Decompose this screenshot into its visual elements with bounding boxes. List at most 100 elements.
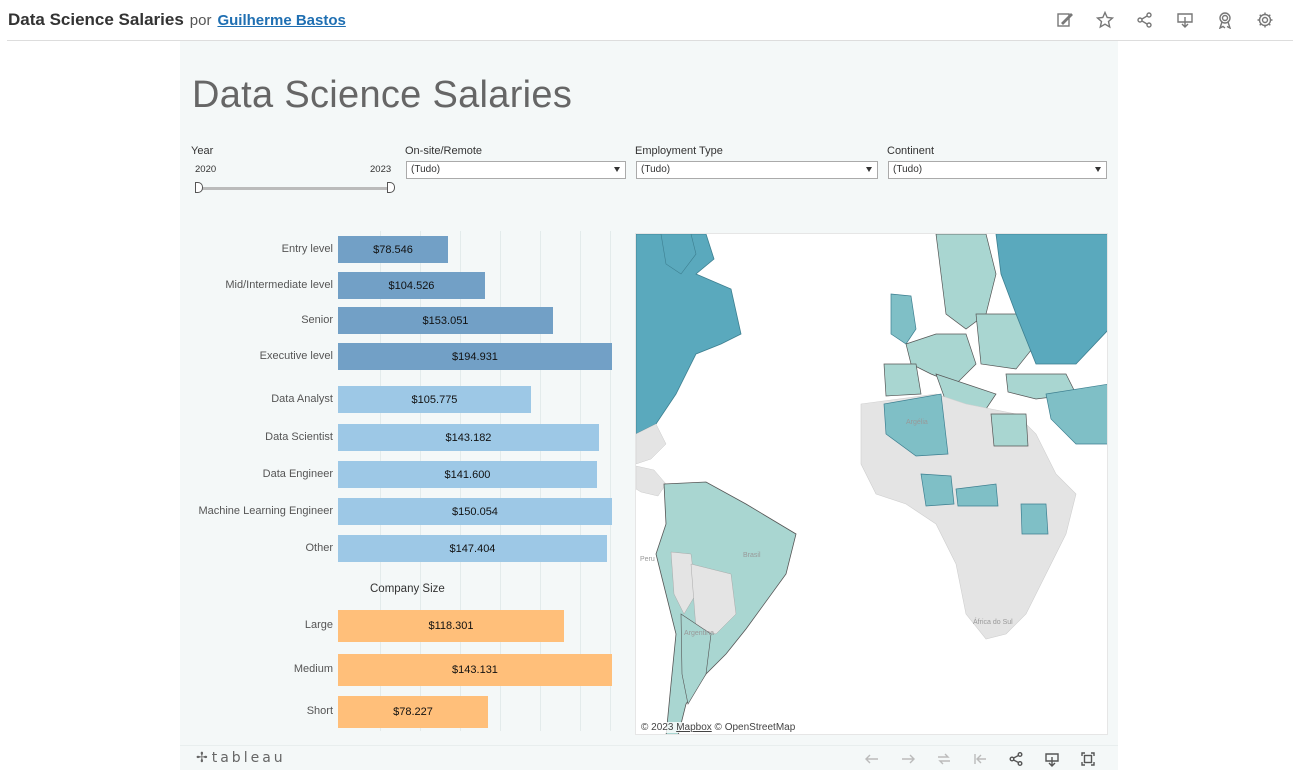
bar-category-label: Executive level — [259, 349, 333, 362]
bar-value-label: $153.051 — [422, 314, 469, 327]
bar-value-label: $143.131 — [452, 664, 498, 676]
map-attr-prefix: © 2023 — [641, 722, 674, 733]
redo-icon[interactable] — [890, 749, 926, 769]
chevron-down-icon — [1095, 167, 1101, 172]
employment-filter-label: Employment Type — [635, 145, 723, 157]
map-place-peru: Peru — [640, 556, 655, 563]
reset-icon[interactable] — [962, 749, 998, 769]
map-place-brasil: Brasil — [743, 552, 761, 559]
settings-icon[interactable] — [1245, 8, 1285, 32]
year-filter-label: Year — [191, 145, 214, 157]
iberia[interactable] — [883, 363, 922, 397]
bar-category-label: Machine Learning Engineer — [198, 504, 333, 517]
central-america — [636, 465, 667, 497]
star-icon[interactable] — [1085, 8, 1125, 32]
tableau-mark-icon: ✢ — [196, 750, 208, 766]
edit-icon[interactable] — [1045, 8, 1085, 32]
russia[interactable] — [995, 234, 1108, 365]
scandinavia[interactable] — [935, 234, 997, 330]
middle-east[interactable] — [1045, 383, 1108, 445]
salary-bar[interactable]: $105.775 — [338, 386, 531, 413]
year-min-value: 2020 — [195, 164, 217, 175]
download-icon[interactable] — [1165, 8, 1205, 32]
bar-value-label: $118.301 — [428, 620, 474, 632]
viz-title: Data Science Salaries — [8, 10, 184, 29]
by-label: por — [189, 11, 212, 29]
header-divider — [7, 40, 1293, 41]
share-icon[interactable] — [1125, 8, 1165, 32]
onsite-dropdown[interactable]: (Tudo) — [406, 161, 626, 179]
year-max-value: 2023 — [370, 164, 392, 175]
map-place-argelia: Argélia — [906, 419, 928, 426]
salary-bar[interactable]: $78.227 — [338, 696, 488, 728]
continent-dropdown[interactable]: (Tudo) — [888, 161, 1107, 179]
kenya[interactable] — [1020, 503, 1049, 535]
continent-dropdown-value: (Tudo) — [893, 164, 923, 175]
map-attribution: © 2023 Mapbox © OpenStreetMap — [639, 722, 798, 733]
salary-bar[interactable]: $194.931 — [338, 343, 612, 370]
bar-value-label: $143.182 — [445, 431, 492, 444]
undo-icon[interactable] — [854, 749, 890, 769]
salary-bar[interactable]: $153.051 — [338, 307, 553, 334]
bar-category-label: Short — [306, 705, 333, 717]
viz-toolbar: ✢ tableau — [180, 745, 1118, 770]
map-place-argentina: Argentina — [684, 630, 714, 637]
header-actions — [1045, 8, 1285, 32]
bar-value-label: $150.054 — [452, 505, 498, 518]
revert-icon[interactable] — [926, 749, 962, 769]
chevron-down-icon — [614, 167, 620, 172]
bar-value-label: $78.227 — [393, 706, 433, 718]
salary-map[interactable]: Brasil Peru Argentina África do Sul Argé… — [635, 233, 1108, 735]
argentina[interactable] — [680, 613, 712, 705]
egypt[interactable] — [990, 413, 1029, 447]
onsite-filter-label: On-site/Remote — [405, 145, 483, 157]
bar-category-label: Medium — [293, 663, 333, 675]
salary-bar[interactable]: $143.182 — [338, 424, 599, 451]
gridline — [610, 231, 611, 731]
bar-category-label: Entry level — [281, 242, 333, 255]
salary-bar[interactable]: $104.526 — [338, 272, 485, 299]
bar-category-label: Other — [305, 541, 333, 554]
peru — [670, 551, 697, 615]
central-africa-region[interactable] — [955, 483, 999, 507]
bar-value-label: $147.404 — [449, 542, 496, 555]
salary-bar[interactable]: $78.546 — [338, 236, 448, 263]
employment-dropdown[interactable]: (Tudo) — [636, 161, 878, 179]
bar-category-label: Data Analyst — [271, 392, 333, 405]
bar-category-label: Senior — [301, 313, 333, 326]
uk[interactable] — [890, 293, 917, 345]
salary-bar[interactable]: $118.301 — [338, 610, 564, 642]
badge-icon[interactable] — [1205, 8, 1245, 32]
year-slider-track[interactable] — [199, 187, 392, 190]
bar-category-label: Large — [304, 619, 333, 631]
world-map-svg[interactable] — [636, 234, 1108, 735]
author-link[interactable]: Guilherme Bastos — [217, 11, 346, 29]
salary-bar[interactable]: $141.600 — [338, 461, 597, 488]
year-slider-max-handle[interactable] — [387, 182, 395, 193]
onsite-dropdown-value: (Tudo) — [411, 164, 441, 175]
nigeria[interactable] — [920, 473, 955, 507]
employment-dropdown-value: (Tudo) — [641, 164, 671, 175]
fullscreen-icon[interactable] — [1070, 749, 1106, 769]
share-icon[interactable] — [998, 749, 1034, 769]
salary-bar[interactable]: $143.131 — [338, 654, 612, 686]
year-slider-min-handle[interactable] — [195, 182, 203, 193]
bar-category-label: Data Engineer — [262, 467, 333, 480]
company-size-title: Company Size — [370, 583, 445, 595]
tableau-logo[interactable]: ✢ tableau — [196, 750, 286, 766]
eastern-europe[interactable] — [975, 313, 1037, 370]
bolivia-paraguay — [690, 563, 737, 635]
dashboard: Data Science Salaries Year 2020 2023 On-… — [180, 41, 1118, 745]
salary-bar[interactable]: $150.054 — [338, 498, 612, 525]
bar-value-label: $194.931 — [452, 350, 498, 363]
caribbean-region — [636, 423, 667, 465]
download-icon[interactable] — [1034, 749, 1070, 769]
bar-value-label: $141.600 — [444, 468, 491, 481]
algeria[interactable] — [883, 393, 949, 457]
mapbox-link[interactable]: Mapbox — [676, 722, 712, 733]
dashboard-title: Data Science Salaries — [192, 74, 573, 116]
bar-value-label: $105.775 — [411, 393, 458, 406]
toolbar-icons — [854, 749, 1106, 769]
arctic-islands — [660, 234, 697, 275]
salary-bar[interactable]: $147.404 — [338, 535, 607, 562]
